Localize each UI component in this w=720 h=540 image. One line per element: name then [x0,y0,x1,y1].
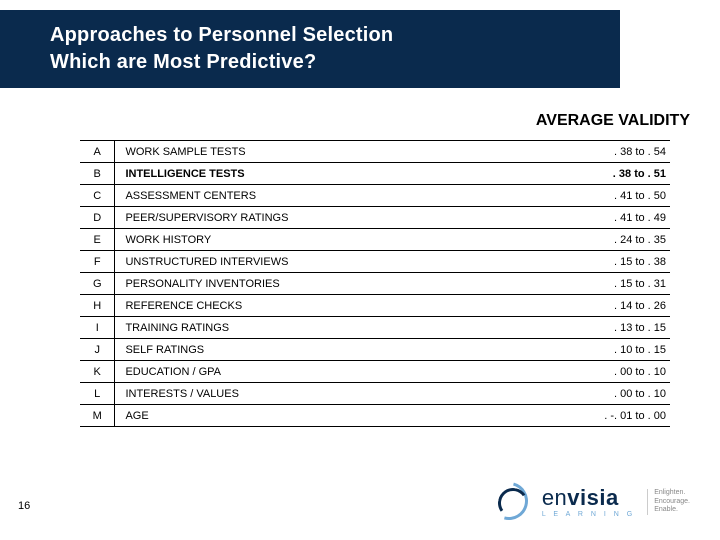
table-row: FUNSTRUCTURED INTERVIEWS. 15 to . 38 [80,251,670,273]
row-letter: J [80,339,115,361]
row-letter: E [80,229,115,251]
row-letter: L [80,383,115,405]
row-validity: . 00 to . 10 [485,361,670,383]
row-letter: B [80,163,115,185]
row-letter: H [80,295,115,317]
row-letter: C [80,185,115,207]
row-letter: I [80,317,115,339]
row-validity: . 13 to . 15 [485,317,670,339]
row-validity: . 14 to . 26 [485,295,670,317]
row-description: WORK SAMPLE TESTS [115,141,485,163]
page-number: 16 [18,500,30,512]
row-validity: . 15 to . 38 [485,251,670,273]
row-description: ASSESSMENT CENTERS [115,185,485,207]
row-validity: . 38 to . 54 [485,141,670,163]
table-row: EWORK HISTORY. 24 to . 35 [80,229,670,251]
table-row: ITRAINING RATINGS. 13 to . 15 [80,317,670,339]
table-row: KEDUCATION / GPA. 00 to . 10 [80,361,670,383]
tagline-3: Enable. [654,506,690,515]
table-row: GPERSONALITY INVENTORIES. 15 to . 31 [80,273,670,295]
logo-brand-light: en [542,485,567,510]
row-description: UNSTRUCTURED INTERVIEWS [115,251,485,273]
row-letter: K [80,361,115,383]
row-letter: G [80,273,115,295]
table-row: DPEER/SUPERVISORY RATINGS. 41 to . 49 [80,207,670,229]
title-line-1: Approaches to Personnel Selection [50,22,620,49]
row-description: INTELLIGENCE TESTS [115,163,485,185]
avg-validity-heading: AVERAGE VALIDITY [536,112,690,130]
table-row: CASSESSMENT CENTERS. 41 to . 50 [80,185,670,207]
row-letter: M [80,405,115,427]
row-description: REFERENCE CHECKS [115,295,485,317]
row-description: WORK HISTORY [115,229,485,251]
table-row: AWORK SAMPLE TESTS. 38 to . 54 [80,141,670,163]
row-validity: . 15 to . 31 [485,273,670,295]
title-bar: Approaches to Personnel Selection Which … [0,10,620,88]
row-description: SELF RATINGS [115,339,485,361]
logo-tagline: Enlighten. Encourage. Enable. [647,489,690,515]
row-description: TRAINING RATINGS [115,317,485,339]
row-validity: . 10 to . 15 [485,339,670,361]
logo-mark-icon [488,482,534,522]
table-row: JSELF RATINGS. 10 to . 15 [80,339,670,361]
row-validity: . -. 01 to . 00 [485,405,670,427]
row-description: PERSONALITY INVENTORIES [115,273,485,295]
row-letter: D [80,207,115,229]
row-description: PEER/SUPERVISORY RATINGS [115,207,485,229]
brand-logo: envisia L E A R N I N G Enlighten. Encou… [488,482,690,522]
validity-table: AWORK SAMPLE TESTS. 38 to . 54BINTELLIGE… [80,140,670,427]
tagline-2: Encourage. [654,498,690,507]
title-line-2: Which are Most Predictive? [50,49,620,76]
row-validity: . 00 to . 10 [485,383,670,405]
row-description: AGE [115,405,485,427]
row-validity: . 41 to . 49 [485,207,670,229]
row-validity: . 41 to . 50 [485,185,670,207]
row-description: INTERESTS / VALUES [115,383,485,405]
table-row: HREFERENCE CHECKS. 14 to . 26 [80,295,670,317]
table-row: MAGE. -. 01 to . 00 [80,405,670,427]
table-row: LINTERESTS / VALUES. 00 to . 10 [80,383,670,405]
logo-brand-bold: visia [567,485,618,510]
row-validity: . 38 to . 51 [485,163,670,185]
row-letter: F [80,251,115,273]
row-letter: A [80,141,115,163]
table-row: BINTELLIGENCE TESTS. 38 to . 51 [80,163,670,185]
logo-text: envisia L E A R N I N G [542,487,635,518]
logo-subtext: L E A R N I N G [542,511,635,518]
row-validity: . 24 to . 35 [485,229,670,251]
row-description: EDUCATION / GPA [115,361,485,383]
tagline-1: Enlighten. [654,489,690,498]
